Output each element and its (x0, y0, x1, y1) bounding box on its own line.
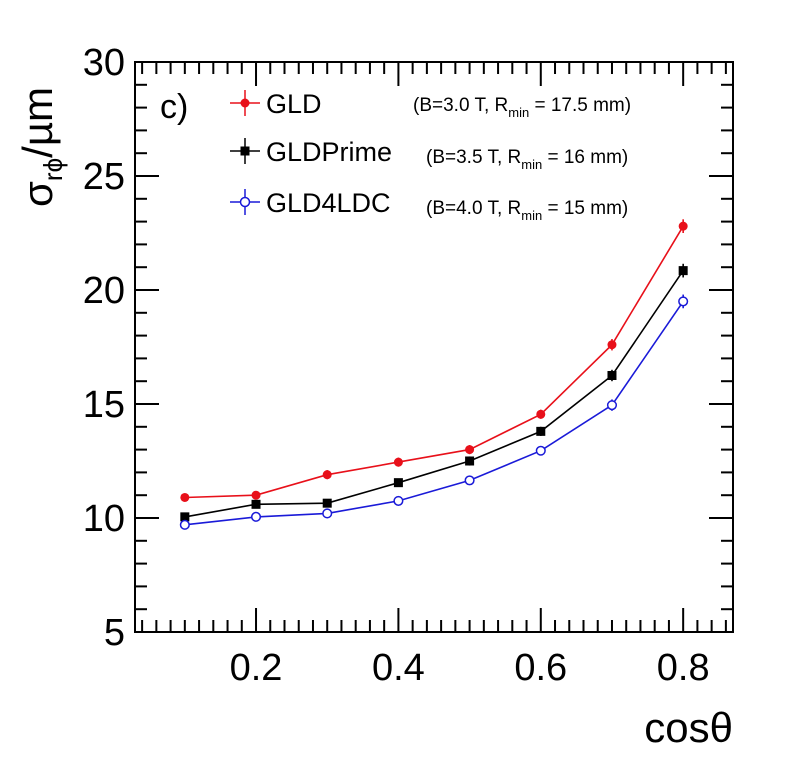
data-point (465, 445, 475, 455)
legend-note-gldprime-suffix: = 16 mm) (542, 147, 628, 168)
data-point (535, 445, 546, 456)
legend-marker-gld4ldc (239, 196, 251, 208)
legend-note-gldprime: (B=3.5 T, Rmin = 16 mm) (426, 147, 628, 172)
y-tick-label: 5 (104, 612, 125, 654)
data-point (393, 457, 403, 467)
legend-entry-gld4ldc: GLD4LDC (B=4.0 T, Rmin = 15 mm) (230, 188, 628, 223)
legend-marker-gldprime (240, 146, 250, 156)
legend-note-gld: (B=3.0 T, Rmin = 17.5 mm) (413, 95, 631, 120)
data-point (465, 456, 475, 466)
data-point (606, 400, 618, 411)
y-axis-title: σrϕ/µm (14, 87, 68, 207)
data-point (393, 478, 403, 488)
series-gld (180, 219, 688, 502)
legend-note-gld4ldc: (B=4.0 T, Rmin = 15 mm) (426, 198, 628, 223)
data-point (322, 508, 333, 519)
y-axis-title-base: σ (14, 181, 61, 207)
legend-note-gld-suffix: = 17.5 mm) (529, 95, 631, 116)
y-tick-label: 10 (83, 498, 125, 540)
legend-note-gld-sub: min (508, 105, 529, 120)
y-tick-label: 20 (83, 270, 125, 312)
data-point (678, 221, 688, 231)
data-point (250, 511, 262, 522)
data-point (536, 409, 546, 419)
y-tick-label: 30 (83, 42, 125, 84)
legend-note-gld-prefix: (B=3.0 T, R (413, 95, 508, 116)
y-axis-title-rest: /µm (14, 87, 61, 158)
y-tick-label: 15 (83, 384, 125, 426)
axis-ticks (135, 61, 733, 633)
series-gldprime (180, 263, 688, 522)
legend-entry-gld: GLD (B=3.0 T, Rmin = 17.5 mm) (230, 89, 631, 120)
series-line (184, 225, 684, 499)
data-point (251, 490, 261, 500)
data-point (251, 499, 261, 509)
x-tick-label: 0.2 (230, 647, 283, 689)
plot-frame (134, 61, 734, 633)
data-point (180, 492, 190, 502)
x-tick-label: 0.6 (514, 647, 567, 689)
series-gld4ldc (179, 294, 689, 530)
axis-tick-labels: 0.2 0.4 0.6 0.8 5 10 15 20 25 30 (83, 42, 710, 689)
data-point (322, 470, 332, 480)
legend-label-gld: GLD (266, 89, 322, 119)
legend-note-gld4ldc-suffix: = 15 mm) (542, 198, 628, 219)
data-point (179, 519, 190, 530)
data-point (322, 498, 332, 508)
y-axis-title-subscript: rϕ (38, 158, 68, 181)
legend-note-gld4ldc-prefix: (B=4.0 T, R (426, 198, 521, 219)
data-point (607, 371, 617, 380)
legend-label-gldprime: GLDPrime (266, 137, 392, 167)
legend-note-gldprime-sub: min (521, 157, 542, 172)
x-axis-title: cosθ (644, 704, 733, 751)
legend: GLD (B=3.0 T, Rmin = 17.5 mm) GLDPrime (… (230, 89, 631, 223)
data-point (393, 495, 404, 506)
series-line (184, 300, 684, 526)
data-point (180, 512, 190, 522)
legend-entry-gldprime: GLDPrime (B=3.5 T, Rmin = 16 mm) (230, 137, 628, 172)
data-point (607, 340, 617, 350)
data-point (464, 475, 475, 486)
x-tick-label: 0.8 (657, 647, 710, 689)
legend-marker-gld (240, 98, 250, 108)
legend-note-gld4ldc-sub: min (521, 208, 542, 223)
y-tick-label: 25 (83, 156, 125, 198)
data-series (179, 219, 689, 530)
svg-text:σrϕ/µm: σrϕ/µm (14, 87, 68, 207)
x-tick-label: 0.4 (372, 647, 425, 689)
data-point (678, 266, 688, 276)
legend-label-gld4ldc: GLD4LDC (266, 188, 391, 218)
data-point (536, 426, 546, 436)
legend-note-gldprime-prefix: (B=3.5 T, R (426, 147, 521, 168)
panel-label: c) (160, 88, 188, 126)
data-point (678, 296, 689, 307)
series-line (184, 270, 684, 518)
